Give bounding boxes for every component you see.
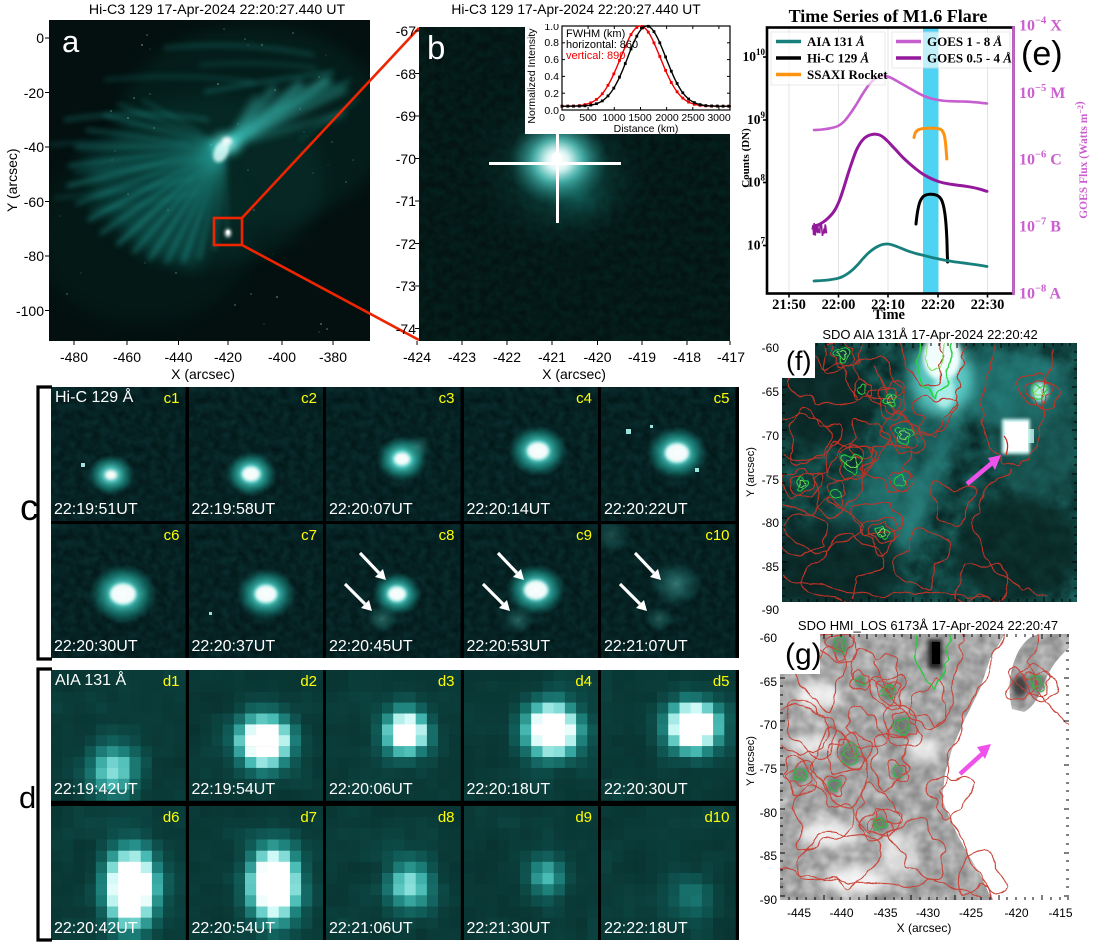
svg-text:21:50: 21:50: [772, 297, 806, 313]
svg-text:horizontal: 860: horizontal: 860: [566, 39, 638, 51]
svg-text:1.0: 1.0: [544, 24, 559, 33]
svg-text:1000: 1000: [602, 112, 626, 124]
svg-text:0.4: 0.4: [544, 71, 559, 83]
svg-text:SSAXI Rocket: SSAXI Rocket: [807, 67, 888, 82]
svg-text:0.0: 0.0: [544, 105, 559, 117]
svg-text:Distance (km): Distance (km): [614, 123, 679, 134]
svg-text:0.2: 0.2: [544, 88, 559, 100]
svg-text:0: 0: [559, 112, 565, 124]
svg-text:109: 109: [747, 110, 766, 127]
svg-text:(f): (f): [786, 346, 811, 376]
svg-text:10−4 X: 10−4 X: [1019, 16, 1062, 35]
svg-text:Counts (DN): Counts (DN): [740, 128, 752, 188]
svg-text:22:30: 22:30: [971, 297, 1005, 313]
svg-text:Time Series of M1.6 Flare: Time Series of M1.6 Flare: [789, 6, 988, 26]
svg-text:2500: 2500: [681, 112, 705, 124]
svg-text:0.6: 0.6: [544, 54, 559, 66]
svg-text:1010: 1010: [743, 47, 766, 64]
svg-text:vertical: 890: vertical: 890: [566, 50, 625, 62]
svg-text:2000: 2000: [655, 112, 679, 124]
svg-text:3000: 3000: [707, 112, 731, 124]
svg-text:(g): (g): [785, 638, 822, 671]
svg-text:Normalized Intensity: Normalized Intensity: [526, 28, 538, 124]
svg-text:1500: 1500: [628, 112, 652, 124]
svg-text:22:10: 22:10: [871, 297, 905, 313]
svg-text:(e): (e): [1021, 35, 1063, 73]
svg-text:10−6 C: 10−6 C: [1019, 150, 1062, 169]
svg-text:Hi-C 129 Å: Hi-C 129 Å: [807, 51, 869, 66]
svg-text:0.8: 0.8: [544, 37, 559, 49]
svg-text:22:20: 22:20: [921, 297, 955, 313]
svg-text:10−8 A: 10−8 A: [1019, 284, 1061, 303]
svg-text:AIA 131 Å: AIA 131 Å: [807, 34, 865, 49]
svg-text:10−5 M: 10−5 M: [1019, 83, 1065, 102]
svg-text:22:00: 22:00: [822, 297, 856, 313]
svg-text:10−7 B: 10−7 B: [1019, 217, 1061, 236]
svg-text:107: 107: [747, 236, 766, 253]
svg-text:Time: Time: [873, 307, 906, 322]
svg-text:GOES 0.5 - 4 Å: GOES 0.5 - 4 Å: [927, 51, 1012, 66]
svg-text:500: 500: [579, 112, 597, 124]
svg-text:GOES Flux (Watts m−2): GOES Flux (Watts m−2): [1074, 101, 1090, 219]
svg-text:FWHM (km): FWHM (km): [566, 28, 625, 40]
svg-text:GOES 1 - 8 Å: GOES 1 - 8 Å: [927, 34, 1002, 49]
